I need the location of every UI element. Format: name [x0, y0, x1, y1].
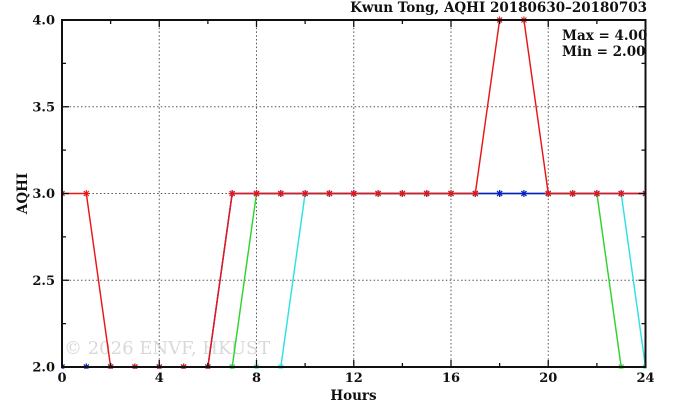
series-red-marker — [83, 190, 90, 197]
series-red-marker — [618, 190, 625, 197]
y-tick-label: 2.0 — [32, 361, 55, 376]
series-red-marker — [326, 190, 333, 197]
annotation-min: Min = 2.00 — [562, 44, 645, 60]
series-red-marker — [448, 190, 454, 197]
x-tick-label: 8 — [252, 371, 261, 386]
series-red-marker — [375, 190, 381, 197]
series-red-marker — [302, 190, 309, 197]
series-red-marker — [472, 190, 479, 197]
series-red-marker — [423, 190, 430, 197]
series-red-marker — [350, 190, 357, 197]
series-red-marker — [569, 190, 576, 197]
y-tick-label: 3.5 — [32, 100, 55, 115]
series-red-marker — [399, 190, 406, 197]
annotation-max: Max = 4.00 — [562, 28, 647, 44]
series-red-marker — [229, 190, 236, 197]
watermark: © 2026 ENVF, HKUST — [64, 338, 270, 359]
series-blue-marker — [521, 190, 527, 197]
series-red-marker — [593, 190, 600, 197]
y-tick-label: 2.5 — [32, 274, 55, 289]
x-tick-label: 20 — [539, 371, 557, 386]
series-red-marker — [545, 190, 552, 197]
series-red-marker — [253, 190, 260, 197]
tick-label-layer: 0 4 8 12 16 20 24 2.0 2.5 3.0 3.5 4.0 — [32, 14, 654, 387]
y-tick-label: 3.0 — [32, 187, 55, 202]
series-blue-marker — [496, 190, 503, 197]
x-tick-label: 16 — [442, 371, 460, 386]
grid-layer — [62, 20, 646, 367]
chart-title: Kwun Tong, AQHI 20180630–20180703 — [350, 0, 647, 16]
x-axis-label: Hours — [330, 388, 377, 404]
x-tick-label: 4 — [155, 371, 164, 386]
y-axis-label: AQHI — [15, 173, 31, 215]
y-tick-label: 4.0 — [32, 14, 55, 29]
x-tick-label: 0 — [57, 371, 66, 386]
axes-layer — [61, 19, 647, 368]
x-tick-label: 24 — [636, 371, 654, 386]
series-red-marker — [277, 190, 284, 197]
x-tick-label: 12 — [345, 371, 363, 386]
